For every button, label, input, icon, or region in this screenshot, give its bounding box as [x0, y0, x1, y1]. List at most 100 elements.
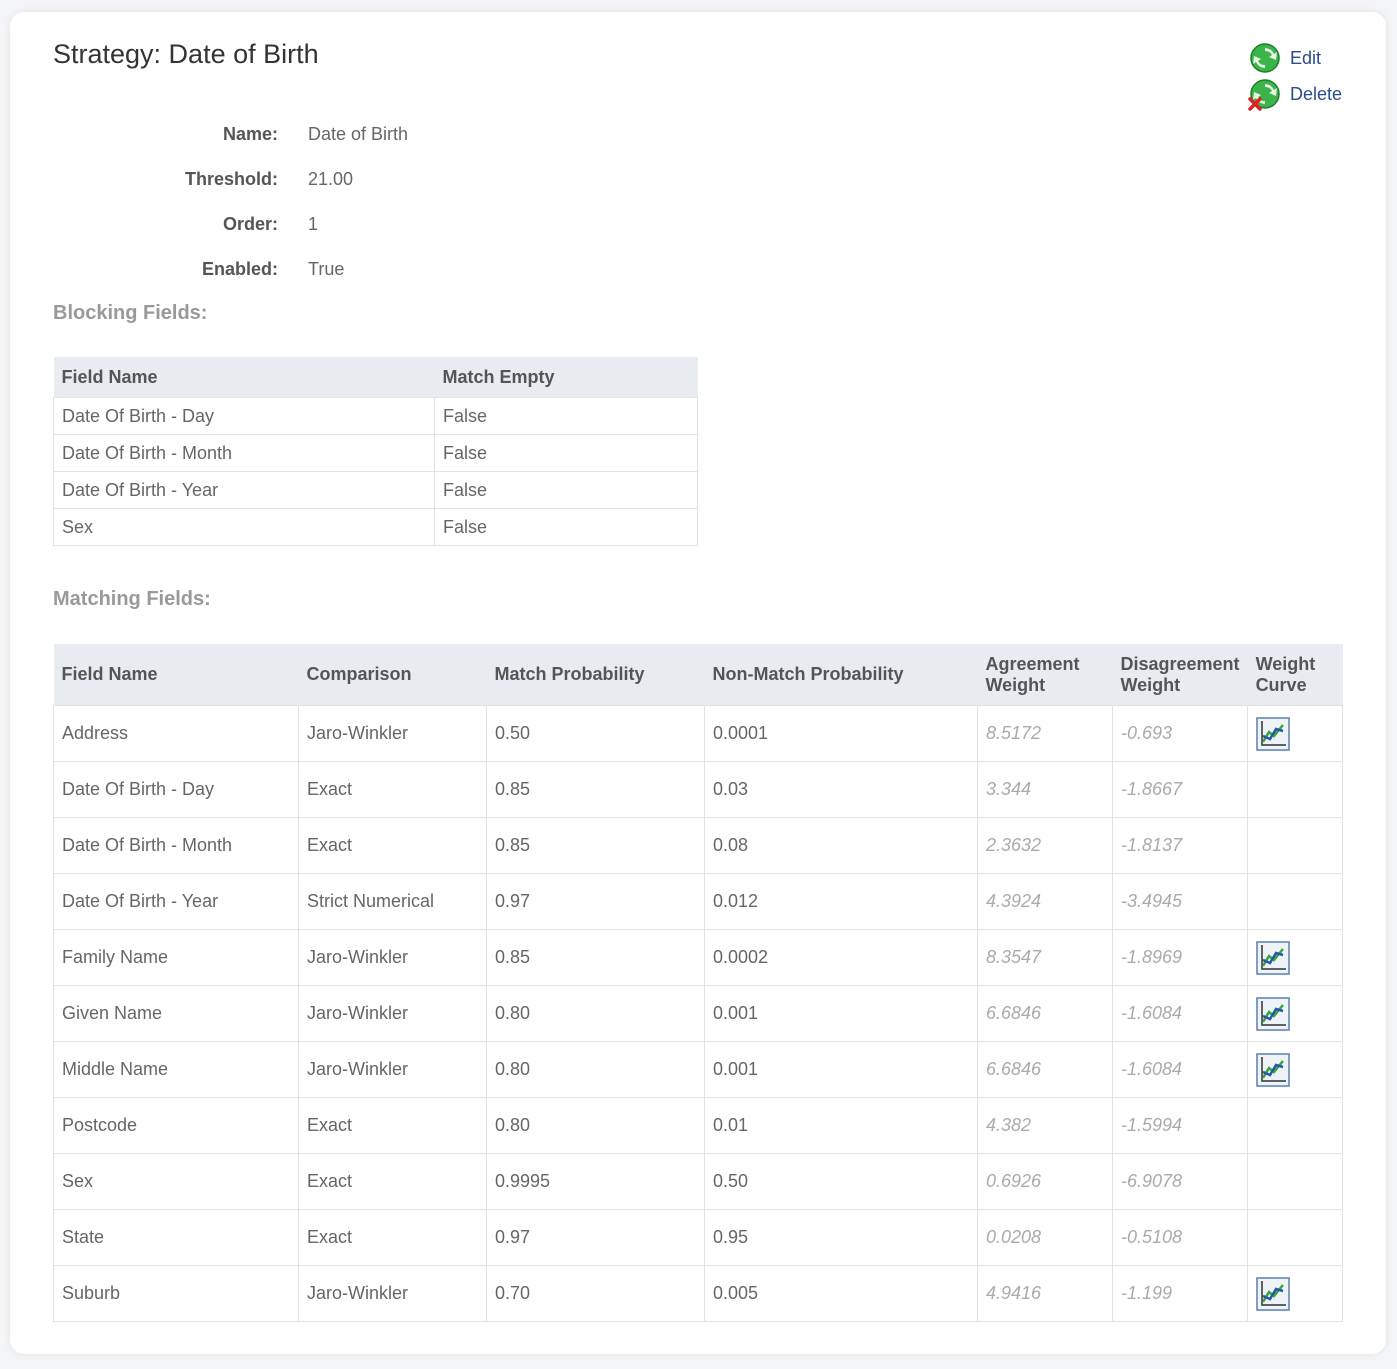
strategy-details: Name: Date of Birth Threshold: 21.00 Ord… [53, 112, 408, 292]
matching-non-match-probability: 0.0001 [704, 705, 978, 762]
detail-row-threshold: Threshold: 21.00 [53, 157, 408, 202]
table-row: Date Of Birth - Year False [53, 471, 698, 509]
blocking-field-name: Date Of Birth - Year [53, 471, 435, 509]
blocking-fields-title: Blocking Fields: [53, 302, 208, 324]
matching-agreement-weight: 4.9416 [977, 1265, 1113, 1322]
weight-curve-icon[interactable] [1256, 1276, 1290, 1311]
matching-disagreement-weight: -1.5994 [1111, 1097, 1249, 1154]
matching-agreement-weight: 3.344 [977, 761, 1113, 818]
edit-icon [1250, 43, 1280, 73]
matching-non-match-probability: 0.95 [704, 1209, 978, 1266]
matching-comparison: Exact [298, 1097, 487, 1154]
column-header-comparison: Comparison [298, 644, 487, 706]
matching-comparison: Jaro-Winkler [298, 705, 487, 762]
matching-field-name: Family Name [53, 929, 299, 986]
matching-match-probability: 0.85 [486, 929, 705, 986]
matching-weight-curve [1247, 705, 1343, 762]
matching-disagreement-weight: -1.199 [1111, 1265, 1249, 1322]
matching-comparison: Exact [298, 817, 487, 874]
matching-non-match-probability: 0.005 [704, 1265, 978, 1322]
matching-agreement-weight: 8.3547 [977, 929, 1113, 986]
matching-fields-title: Matching Fields: [53, 588, 211, 610]
matching-comparison: Jaro-Winkler [298, 929, 487, 986]
edit-button[interactable]: Edit [1248, 40, 1342, 76]
matching-field-name: Given Name [53, 985, 299, 1042]
table-row: Family Name Jaro-Winkler 0.85 0.0002 8.3547-… [53, 929, 1343, 986]
matching-non-match-probability: 0.01 [704, 1097, 978, 1154]
table-row: Date Of Birth - Month False [53, 434, 698, 472]
blocking-match-empty: False [434, 397, 698, 435]
matching-disagreement-weight: -1.8667 [1111, 761, 1249, 818]
matching-agreement-weight: 2.3632 [977, 817, 1113, 874]
matching-disagreement-weight: -1.8969 [1111, 929, 1249, 986]
weight-curve-icon[interactable] [1256, 1052, 1290, 1087]
matching-disagreement-weight: -1.6084 [1111, 1041, 1249, 1098]
matching-fields-body: Address Jaro-Winkler 0.50 0.0001 8.5172 -0.69… [53, 705, 1343, 1322]
detail-label: Enabled: [201, 259, 278, 279]
edit-label: Edit [1289, 47, 1321, 68]
detail-label: Name: [222, 124, 278, 144]
matching-comparison: Jaro-Winkler [298, 985, 487, 1042]
matching-weight-curve [1247, 1265, 1343, 1322]
detail-value: 21.00 [308, 169, 354, 189]
matching-fields-table: Field Name Comparison Match Probability … [53, 644, 1343, 1322]
blocking-fields-table: Field Name Match Empty Date Of Birth - D… [53, 357, 698, 546]
matching-match-probability: 0.80 [486, 1041, 705, 1098]
detail-label: Order: [222, 214, 278, 234]
column-header-agreement-weight: Agreement Weight [977, 644, 1113, 706]
table-row: Middle Name Jaro-Winkler 0.80 0.001 6.6846 -1… [53, 1041, 1343, 1098]
table-row: Date Of Birth - Month Exact 0.85 0.08 2.3632… [53, 817, 1343, 874]
matching-match-probability: 0.85 [486, 761, 705, 818]
column-header-weight-curve: Weight Curve [1247, 644, 1343, 706]
detail-row-enabled: Enabled: True [53, 247, 408, 292]
page-title: Strategy: Date of Birth [53, 39, 319, 69]
detail-value: True [308, 259, 345, 279]
matching-agreement-weight: 0.6926 [977, 1153, 1113, 1210]
matching-field-name: Suburb [53, 1265, 299, 1322]
matching-agreement-weight: 6.6846 [977, 1041, 1113, 1098]
delete-button[interactable]: Delete [1248, 76, 1342, 112]
matching-weight-curve [1247, 985, 1343, 1042]
column-header-disagreement-weight: Disagreement Weight [1112, 644, 1248, 706]
matching-weight-curve [1247, 1153, 1343, 1210]
weight-curve-icon[interactable] [1256, 716, 1290, 751]
matching-non-match-probability: 0.03 [704, 761, 978, 818]
matching-disagreement-weight: -1.8137 [1111, 817, 1249, 874]
matching-field-name: Date Of Birth - Year [53, 873, 299, 930]
matching-agreement-weight: 0.0208 [977, 1209, 1113, 1266]
column-header-match-empty: Match Empty [434, 357, 698, 398]
matching-non-match-probability: 0.50 [704, 1153, 978, 1210]
matching-match-probability: 0.97 [486, 1209, 705, 1266]
table-row: State Exact 0.97 0.95 0.0208 -0.5108 [53, 1209, 1343, 1266]
table-row: Address Jaro-Winkler 0.50 0.0001 8.5172 -0.69… [53, 705, 1343, 762]
matching-comparison: Exact [298, 1153, 487, 1210]
strategy-card: Strategy: Date of Birth Edit Delete Name… [10, 12, 1386, 1354]
delete-label: Delete [1289, 83, 1342, 104]
matching-weight-curve [1247, 873, 1343, 930]
matching-agreement-weight: 8.5172 [977, 705, 1113, 762]
blocking-match-empty: False [434, 434, 698, 472]
matching-disagreement-weight: -6.9078 [1111, 1153, 1249, 1210]
matching-comparison: Jaro-Winkler [298, 1265, 487, 1322]
table-row: Sex False [53, 508, 698, 546]
column-header-field-name: Field Name [53, 644, 299, 706]
matching-agreement-weight: 4.382 [977, 1097, 1113, 1154]
weight-curve-icon[interactable] [1256, 996, 1290, 1031]
table-row: Given Name Jaro-Winkler 0.80 0.001 6.6846 -1.… [53, 985, 1343, 1042]
matching-non-match-probability: 0.001 [704, 1041, 978, 1098]
table-row: Postcode Exact 0.80 0.01 4.382 -1.5994 [53, 1097, 1343, 1154]
matching-weight-curve [1247, 817, 1343, 874]
weight-curve-icon[interactable] [1256, 940, 1290, 975]
matching-match-probability: 0.80 [486, 1097, 705, 1154]
matching-agreement-weight: 6.6846 [977, 985, 1113, 1042]
matching-weight-curve [1247, 929, 1343, 986]
matching-weight-curve [1247, 761, 1343, 818]
matching-comparison: Exact [298, 761, 487, 818]
matching-weight-curve [1247, 1209, 1343, 1266]
detail-label: Threshold: [185, 169, 278, 189]
matching-comparison: Jaro-Winkler [298, 1041, 487, 1098]
matching-non-match-probability: 0.0002 [704, 929, 978, 986]
table-row: Date Of Birth - Year Strict Numerical 0.97… [53, 873, 1343, 930]
matching-comparison: Strict Numerical [298, 873, 487, 930]
matching-non-match-probability: 0.012 [704, 873, 978, 930]
